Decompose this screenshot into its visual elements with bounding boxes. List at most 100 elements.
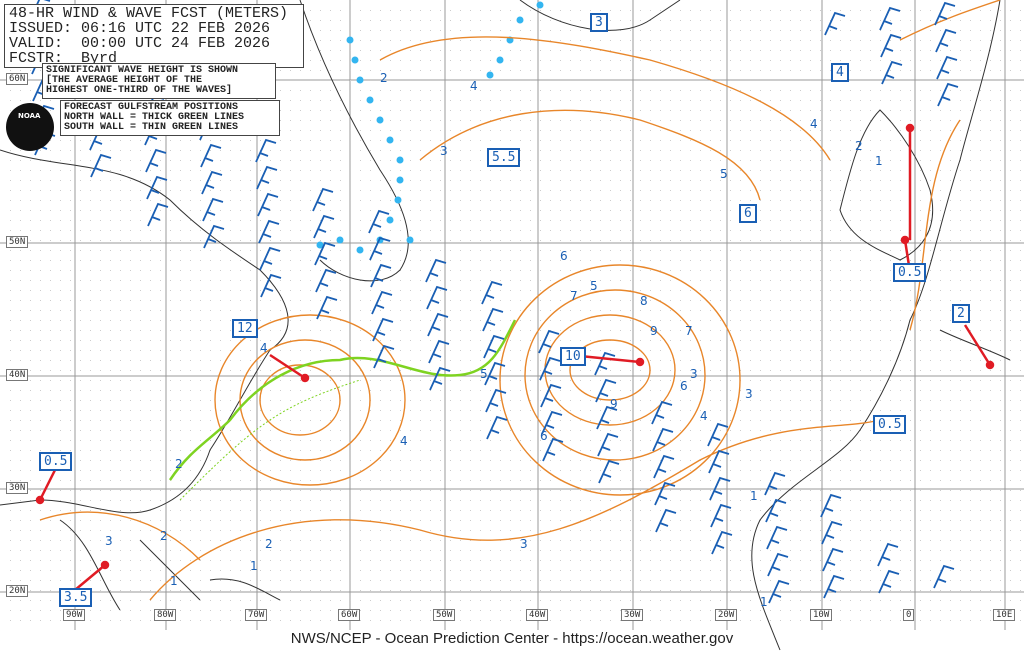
wind-barb <box>879 6 901 31</box>
contour-label: 1 <box>170 574 178 588</box>
wind-barb <box>256 165 278 190</box>
boxed-wave-height: 10 <box>560 347 586 366</box>
wind-barb <box>596 405 618 430</box>
wind-barb <box>200 143 222 168</box>
contour-label: 2 <box>380 71 388 85</box>
wind-barb <box>540 383 562 408</box>
wind-barb <box>878 569 900 594</box>
forecaster: FCSTR: Byrd <box>9 50 118 67</box>
wind-barb <box>595 378 617 403</box>
contour-label: 5 <box>720 167 728 181</box>
longitude-label: 0 <box>903 609 915 621</box>
wind-barb <box>711 530 733 555</box>
wind-barb <box>369 236 391 261</box>
boxed-wave-height: 4 <box>831 63 849 82</box>
wind-barb <box>652 427 674 452</box>
wind-barb <box>483 334 505 359</box>
contour-label: 9 <box>610 397 618 411</box>
contour-label: 6 <box>540 429 548 443</box>
credit-line: NWS/NCEP - Ocean Prediction Center - htt… <box>290 630 734 647</box>
boxed-wave-height: 0.5 <box>873 415 907 434</box>
wind-barb <box>316 295 338 320</box>
contour-label: 4 <box>470 79 478 93</box>
wind-barb <box>146 175 168 200</box>
longitude-label: 10E <box>993 609 1016 621</box>
wind-barb <box>935 28 957 53</box>
contour-label: 4 <box>810 117 818 131</box>
wind-barb <box>654 481 676 506</box>
wind-barb <box>880 33 902 58</box>
note-line: SIGNIFICANT WAVE HEIGHT IS SHOWN <box>46 65 239 76</box>
wind-barb <box>598 459 620 484</box>
contour-label: 3 <box>105 534 113 548</box>
longitude-label: 10W <box>810 609 833 621</box>
latitude-label: 50N <box>6 236 29 248</box>
wind-barb <box>710 503 732 528</box>
longitude-label: 30W <box>621 609 644 621</box>
note-line: HIGHEST ONE-THIRD OF THE WAVES] <box>46 85 233 96</box>
wind-barb <box>768 579 790 604</box>
wind-barb <box>90 153 112 178</box>
wind-barb <box>936 55 958 80</box>
boxed-wave-height: 2 <box>952 304 970 323</box>
contour-label: 3 <box>520 537 528 551</box>
gulfstream-note: FORECAST GULFSTREAM POSITIONS NORTH WALL … <box>60 100 280 136</box>
boxed-wave-height: 12 <box>232 319 258 338</box>
contour-label: 4 <box>700 409 708 423</box>
wind-barb <box>823 574 845 599</box>
wind-barb <box>764 471 786 496</box>
wind-barb <box>312 187 334 212</box>
noaa-logo: NOAA <box>6 103 54 151</box>
red-arrow <box>579 354 645 367</box>
wind-barb <box>313 214 335 239</box>
contour-label: 2 <box>160 529 168 543</box>
contour-label: 1 <box>250 559 258 573</box>
wind-barb <box>651 400 673 425</box>
logo-text: NOAA <box>18 112 41 120</box>
wind-barb <box>260 273 282 298</box>
wind-barb <box>709 476 731 501</box>
contour-label: 3 <box>440 144 448 158</box>
wind-barb <box>767 552 789 577</box>
wind-barb <box>145 148 167 173</box>
wind-barb <box>934 1 956 26</box>
wave-height-contours <box>39 0 1001 601</box>
wind-barb <box>314 241 336 266</box>
wind-barb <box>201 170 223 195</box>
wind-barb <box>597 432 619 457</box>
note-line: FORECAST GULFSTREAM POSITIONS <box>64 102 239 113</box>
latitude-label: 20N <box>6 585 29 597</box>
wind-barb <box>937 82 959 107</box>
note-line: [THE AVERAGE HEIGHT OF THE <box>46 75 203 86</box>
wind-barb <box>484 361 506 386</box>
boxed-wave-height: 6 <box>739 204 757 223</box>
longitude-label: 70W <box>245 609 268 621</box>
wind-barb <box>258 219 280 244</box>
red-arrow <box>74 560 110 591</box>
contour-label: 5 <box>590 279 598 293</box>
contour-label: 3 <box>745 387 753 401</box>
note-line: NORTH WALL = THICK GREEN LINES <box>64 112 245 123</box>
wind-barb <box>933 564 955 589</box>
wind-barb <box>370 263 392 288</box>
issued-time: ISSUED: 06:16 UTC 22 FEB 2026 <box>9 20 271 37</box>
wind-barb <box>315 268 337 293</box>
longitude-label: 20W <box>715 609 738 621</box>
contour-label: 9 <box>650 324 658 338</box>
contour-label: 7 <box>685 324 693 338</box>
red-arrow <box>905 123 915 240</box>
longitude-label: 60W <box>338 609 361 621</box>
latitude-label: 60N <box>6 73 29 85</box>
longitude-label: 90W <box>63 609 86 621</box>
wind-barb <box>542 437 564 462</box>
wind-barb <box>707 422 729 447</box>
contour-label: 4 <box>260 341 268 355</box>
wind-barb <box>820 493 842 518</box>
longitude-label: 50W <box>433 609 456 621</box>
wave-height-note: SIGNIFICANT WAVE HEIGHT IS SHOWN [THE AVE… <box>42 63 276 99</box>
longitude-label: 40W <box>526 609 549 621</box>
wind-barb <box>425 258 447 283</box>
contour-label: 1 <box>760 595 768 609</box>
wind-barb <box>821 520 843 545</box>
